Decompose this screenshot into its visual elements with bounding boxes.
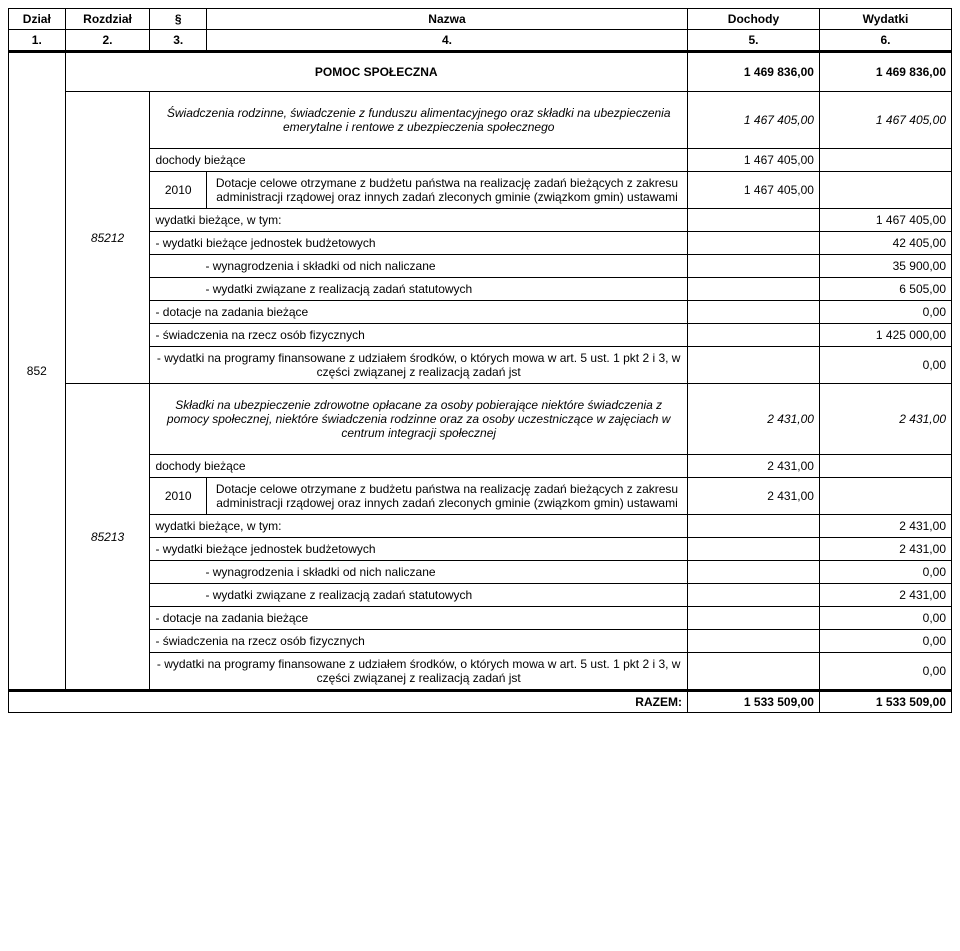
para-0-1: 2010 (150, 172, 207, 209)
descr-0: Świadczenia rodzinne, świadczenie z fund… (150, 92, 688, 149)
header-num-2: 3. (150, 30, 207, 52)
header-col-5: Wydatki (819, 9, 951, 30)
line-w-0-3: 42 405,00 (819, 232, 951, 255)
line-1-4: - wynagrodzenia i składki od nich nalicz… (150, 561, 688, 584)
line-0-6: - dotacje na zadania bieżące (150, 301, 688, 324)
line-1-5: - wydatki związane z realizacją zadań st… (150, 584, 688, 607)
descr-1: Składki na ubezpieczenie zdrowotne opłac… (150, 384, 688, 455)
line-d-1-4 (687, 561, 819, 584)
header-col-4: Dochody (687, 9, 819, 30)
line-1-8: - wydatki na programy finansowane z udzi… (150, 653, 688, 691)
para-1-1: 2010 (150, 478, 207, 515)
budget-table: DziałRozdział§NazwaDochodyWydatki1.2.3.4… (8, 8, 952, 713)
line-w-0-5: 6 505,00 (819, 278, 951, 301)
header-num-1: 2. (65, 30, 150, 52)
line-w-1-1 (819, 478, 951, 515)
line-0-5: - wydatki związane z realizacją zadań st… (150, 278, 688, 301)
line-w-0-7: 1 425 000,00 (819, 324, 951, 347)
line-d-1-5 (687, 584, 819, 607)
header-col-2: § (150, 9, 207, 30)
line-0-8: - wydatki na programy finansowane z udzi… (150, 347, 688, 384)
line-0-1: Dotacje celowe otrzymane z budżetu państ… (207, 172, 688, 209)
line-d-1-3 (687, 538, 819, 561)
line-w-1-3: 2 431,00 (819, 538, 951, 561)
line-0-3: - wydatki bieżące jednostek budżetowych (150, 232, 688, 255)
line-w-0-2: 1 467 405,00 (819, 209, 951, 232)
line-d-1-2 (687, 515, 819, 538)
line-d-0-2 (687, 209, 819, 232)
line-d-0-8 (687, 347, 819, 384)
header-col-3: Nazwa (207, 9, 688, 30)
rozdzial-1: 85213 (65, 384, 150, 691)
line-d-0-7 (687, 324, 819, 347)
header-num-4: 5. (687, 30, 819, 52)
section-title: POMOC SPOŁECZNA (65, 52, 687, 92)
razem-label: RAZEM: (9, 691, 688, 713)
section-dochody: 1 469 836,00 (687, 52, 819, 92)
descr-w-1: 2 431,00 (819, 384, 951, 455)
header-num-0: 1. (9, 30, 66, 52)
line-w-1-8: 0,00 (819, 653, 951, 691)
line-w-0-8: 0,00 (819, 347, 951, 384)
header-col-0: Dział (9, 9, 66, 30)
line-d-0-5 (687, 278, 819, 301)
header-num-3: 4. (207, 30, 688, 52)
line-0-2: wydatki bieżące, w tym: (150, 209, 688, 232)
descr-w-0: 1 467 405,00 (819, 92, 951, 149)
razem-w: 1 533 509,00 (819, 691, 951, 713)
line-w-1-5: 2 431,00 (819, 584, 951, 607)
line-1-6: - dotacje na zadania bieżące (150, 607, 688, 630)
line-d-1-6 (687, 607, 819, 630)
rozdzial-0: 85212 (65, 92, 150, 384)
line-w-1-2: 2 431,00 (819, 515, 951, 538)
line-w-0-1 (819, 172, 951, 209)
line-d-1-8 (687, 653, 819, 691)
line-w-1-4: 0,00 (819, 561, 951, 584)
line-w-0-0 (819, 149, 951, 172)
line-w-0-4: 35 900,00 (819, 255, 951, 278)
line-0-7: - świadczenia na rzecz osób fizycznych (150, 324, 688, 347)
line-d-0-4 (687, 255, 819, 278)
line-w-0-6: 0,00 (819, 301, 951, 324)
line-d-0-1: 1 467 405,00 (687, 172, 819, 209)
line-1-3: - wydatki bieżące jednostek budżetowych (150, 538, 688, 561)
line-1-0: dochody bieżące (150, 455, 688, 478)
razem-d: 1 533 509,00 (687, 691, 819, 713)
line-1-2: wydatki bieżące, w tym: (150, 515, 688, 538)
section-wydatki: 1 469 836,00 (819, 52, 951, 92)
descr-d-1: 2 431,00 (687, 384, 819, 455)
line-d-1-7 (687, 630, 819, 653)
line-d-0-6 (687, 301, 819, 324)
line-0-0: dochody bieżące (150, 149, 688, 172)
header-col-1: Rozdział (65, 9, 150, 30)
line-d-1-1: 2 431,00 (687, 478, 819, 515)
line-d-0-0: 1 467 405,00 (687, 149, 819, 172)
line-w-1-7: 0,00 (819, 630, 951, 653)
line-1-7: - świadczenia na rzecz osób fizycznych (150, 630, 688, 653)
header-num-5: 6. (819, 30, 951, 52)
descr-d-0: 1 467 405,00 (687, 92, 819, 149)
line-w-1-0 (819, 455, 951, 478)
line-d-0-3 (687, 232, 819, 255)
line-w-1-6: 0,00 (819, 607, 951, 630)
line-d-1-0: 2 431,00 (687, 455, 819, 478)
line-1-1: Dotacje celowe otrzymane z budżetu państ… (207, 478, 688, 515)
line-0-4: - wynagrodzenia i składki od nich nalicz… (150, 255, 688, 278)
dzial-cell: 852 (9, 52, 66, 691)
